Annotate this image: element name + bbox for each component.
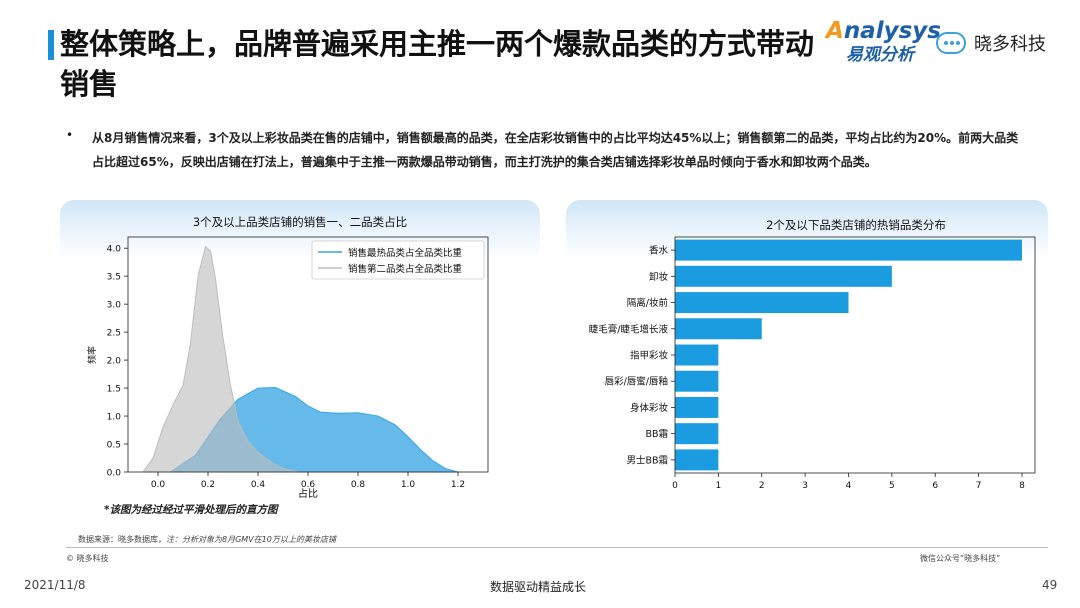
logo-cn: 易观分析	[846, 45, 914, 65]
bar-0	[675, 239, 1022, 261]
legend-label-second: 销售第二品类占全品类比重	[348, 263, 463, 275]
kde-ytick-label: 4.0	[107, 245, 122, 255]
kde-ytick-label: 0.5	[107, 441, 121, 451]
xiaoduo-logo: 晓多科技	[936, 30, 1046, 56]
bar-category-label: 隔离/妆前	[627, 297, 668, 309]
kde-xtick-label: 0.8	[351, 480, 366, 490]
bar-xtick-label: 6	[932, 481, 938, 491]
kde-series-1	[142, 245, 299, 473]
bar-xtick-label: 3	[802, 481, 808, 491]
footer-divider	[66, 547, 1048, 548]
bar-4	[675, 344, 719, 366]
bar-3	[675, 318, 762, 340]
bar-category-label: 唇彩/唇蜜/唇釉	[605, 376, 668, 388]
bar-7	[675, 423, 719, 445]
xiaoduo-name: 晓多科技	[974, 34, 1046, 55]
bar-xtick-label: 2	[759, 481, 765, 491]
bar-category-label: 睫毛膏/睫毛增长液	[589, 323, 669, 335]
bar-category-label: 香水	[649, 245, 669, 257]
bar-category-label: 身体彩妆	[630, 402, 669, 414]
chat-bubble-icon	[936, 32, 966, 54]
analysys-logo: Analysys 易观分析	[826, 18, 941, 66]
bar-6	[675, 396, 719, 418]
legend-label-top: 销售最热品类占全品类比重	[348, 247, 463, 259]
title-accent-bar	[48, 30, 54, 60]
kde-ytick-label: 3.5	[107, 273, 121, 283]
bar-1	[675, 265, 892, 287]
source-label: 数据来源：晓多数据库，	[78, 535, 166, 544]
bar-xtick-label: 0	[672, 481, 678, 491]
kde-legend: 销售最热品类占全品类比重 销售第二品类占全品类比重	[311, 240, 485, 280]
bar-xtick-label: 1	[716, 481, 722, 491]
bar-xtick-label: 7	[976, 481, 982, 491]
kde-xlabel: 占比	[298, 487, 318, 500]
bar-xtick-label: 8	[1019, 481, 1025, 491]
chart-note: *该图为经过经过平滑处理后的直方图	[104, 504, 278, 516]
logo-wordmark: nalysys	[843, 18, 941, 44]
bullet-dot: •	[66, 128, 74, 142]
page-number: 49	[1042, 578, 1058, 592]
source-note: 注：分析对象为8月GMV在10万以上的美妆店铺	[166, 535, 336, 544]
kde-ytick-label: 2.0	[107, 357, 122, 367]
bar-category-label: 指甲彩妆	[630, 350, 669, 362]
kde-title: 3个及以上品类店铺的销售一、二品类占比	[193, 215, 407, 229]
copyright: © 晓多科技	[66, 554, 109, 563]
bar-category-label: BB霜	[645, 429, 668, 440]
bar-xtick-label: 4	[846, 481, 852, 491]
bar-title: 2个及以下品类店铺的热销品类分布	[766, 218, 946, 232]
bar-category-label: 卸妆	[649, 271, 669, 283]
kde-ytick-label: 1.5	[107, 385, 121, 395]
kde-ytick-label: 1.0	[107, 413, 122, 423]
kde-ytick-label: 2.5	[107, 329, 121, 339]
kde-xtick-label: 0.4	[251, 480, 266, 490]
page-title: 整体策略上，品牌普遍采用主推一两个爆款品类的方式带动销售	[60, 27, 815, 101]
bar-5	[675, 370, 719, 392]
source-line: 数据来源：晓多数据库，注：分析对象为8月GMV在10万以上的美妆店铺	[78, 534, 336, 545]
logo-initial: A	[826, 18, 844, 44]
kde-ytick-label: 0.0	[107, 469, 122, 479]
kde-ylabel: 频率	[86, 346, 98, 364]
kde-xtick-label: 1.2	[451, 480, 465, 490]
bar-8	[675, 449, 719, 471]
kde-xtick-label: 0.0	[151, 480, 166, 490]
wechat-account: 微信公众号“晓多科技”	[920, 554, 1001, 563]
kde-ytick-label: 3.0	[107, 301, 122, 311]
intro-paragraph: 从8月销售情况来看，3个及以上彩妆品类在售的店铺中，销售额最高的品类，在全店彩妆…	[92, 131, 1019, 169]
footer-slogan: 数据驱动精益成长	[490, 580, 587, 594]
kde-xtick-label: 0.6	[301, 480, 316, 490]
bar-2	[675, 292, 849, 314]
kde-xtick-label: 0.2	[201, 480, 215, 490]
bar-xtick-label: 5	[889, 481, 895, 491]
footer-date: 2021/11/8	[24, 578, 86, 592]
kde-xtick-label: 1.0	[401, 480, 416, 490]
bar-category-label: 男士BB霜	[626, 454, 668, 466]
